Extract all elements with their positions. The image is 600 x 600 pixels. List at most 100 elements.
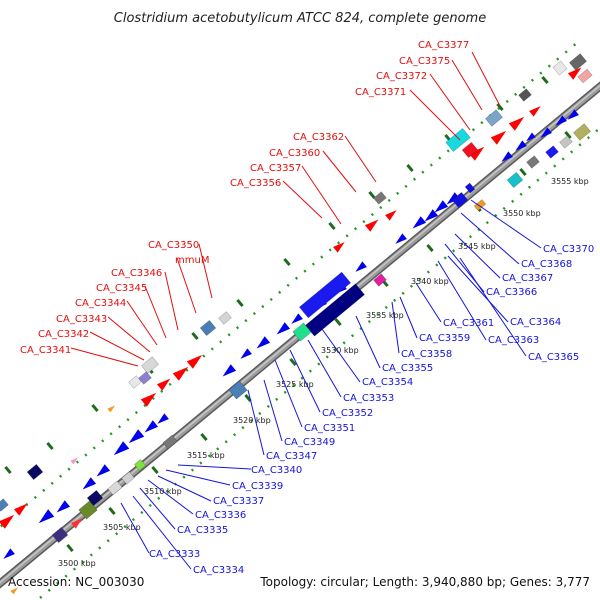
leader-line bbox=[70, 347, 139, 367]
reverse-gene-label: CA_C3351 bbox=[304, 423, 355, 434]
reverse-gene-label: CA_C3336 bbox=[195, 510, 246, 521]
forward-gene-box bbox=[128, 375, 142, 389]
reverse-gene-arrow bbox=[3, 548, 15, 559]
reverse-gene-box bbox=[121, 471, 135, 485]
forward-gene-label: CA_C3344 bbox=[75, 298, 126, 309]
forward-gene-box bbox=[577, 68, 593, 84]
reverse-gene-label: CA_C3368 bbox=[521, 259, 572, 270]
tick-mark bbox=[66, 543, 74, 553]
forward-gene-label: mmuM bbox=[175, 255, 209, 266]
reverse-gene-arrow bbox=[526, 132, 536, 142]
kbp-label: 3540 kbp bbox=[411, 277, 449, 286]
kbp-label: 3535 kbp bbox=[366, 311, 404, 320]
tick-mark bbox=[426, 243, 434, 253]
leader-line bbox=[289, 349, 321, 413]
reverse-gene-label: CA_C3361 bbox=[443, 318, 494, 329]
forward-gene-arrow bbox=[333, 242, 345, 253]
reverse-gene-arrow bbox=[222, 364, 237, 377]
forward-gene-arrow bbox=[385, 210, 397, 221]
leader-line bbox=[459, 257, 527, 357]
gene-labels: CA_C3377 CA_C3375 CA_C3372 CA_C3371 CA_C3362… bbox=[20, 40, 594, 576]
reverse-gene-label: CA_C3355 bbox=[382, 363, 433, 374]
forward-gene-arrow bbox=[13, 503, 28, 516]
leader-line bbox=[165, 469, 231, 486]
reverse-gene-label: CA_C3364 bbox=[510, 317, 561, 328]
reverse-gene-label: CA_C3354 bbox=[362, 377, 413, 388]
reverse-gene-box bbox=[292, 322, 312, 342]
forward-gene-label: CA_C3372 bbox=[376, 71, 427, 82]
reverse-gene-arrow bbox=[276, 322, 291, 335]
leader-line bbox=[139, 487, 176, 530]
reverse-gene-arrow bbox=[395, 233, 407, 244]
tick-mark bbox=[496, 102, 504, 112]
tick-mark bbox=[328, 221, 336, 231]
leader-line bbox=[263, 379, 283, 442]
reverse-gene-box bbox=[133, 458, 147, 472]
tick-mark bbox=[289, 357, 297, 367]
reverse-gene-box bbox=[373, 273, 387, 287]
forward-gene-arrow bbox=[529, 106, 541, 117]
forward-gene-arrow bbox=[156, 378, 171, 391]
forward-gene-label: CA_C3375 bbox=[399, 56, 450, 67]
forward-gene-label: CA_C3360 bbox=[269, 148, 320, 159]
reverse-gene-box bbox=[545, 145, 559, 159]
reverse-gene-label: CA_C3363 bbox=[488, 335, 539, 346]
forward-gene-label: CA_C3356 bbox=[230, 178, 281, 189]
forward-gene-label: CA_C3362 bbox=[293, 132, 344, 143]
forward-gene-label: CA_C3371 bbox=[355, 87, 406, 98]
reverse-gene-arrow bbox=[412, 216, 427, 229]
tick-mark bbox=[236, 298, 244, 308]
forward-gene-arrow bbox=[140, 392, 157, 407]
reverse-gene-box bbox=[78, 500, 98, 520]
kbp-label: 3550 kbp bbox=[503, 209, 541, 218]
track-dot-lines bbox=[0, 41, 600, 599]
reverse-gene-label: CA_C3333 bbox=[149, 549, 200, 560]
reverse-gene-arrow bbox=[515, 140, 527, 151]
reverse-gene-arrow bbox=[56, 500, 71, 513]
forward-gene-arrow bbox=[508, 116, 525, 131]
tick-mark bbox=[191, 331, 199, 341]
reverse-gene-label: CA_C3347 bbox=[266, 451, 317, 462]
reverse-gene-label: CA_C3340 bbox=[251, 465, 302, 476]
reverse-gene-arrow bbox=[567, 109, 579, 120]
kbp-label: 3500 kbp bbox=[58, 559, 96, 568]
forward-gene-arrow bbox=[490, 130, 507, 145]
reverse-gene-box bbox=[228, 380, 248, 400]
kbp-label: 3525 kbp bbox=[276, 380, 314, 389]
leader-line bbox=[301, 165, 342, 225]
leader-line bbox=[429, 73, 471, 131]
reverse-gene-arrow bbox=[291, 313, 303, 324]
reverse-gene-box bbox=[464, 182, 476, 194]
reverse-gene-label: CA_C3352 bbox=[322, 408, 373, 419]
kbp-label: 3555 kbp bbox=[551, 177, 589, 186]
leader-line bbox=[107, 316, 151, 353]
reverse-gene-label: CA_C3370 bbox=[543, 244, 594, 255]
leader-line bbox=[470, 199, 542, 249]
reverse-gene-arrow bbox=[82, 477, 97, 490]
tick-mark bbox=[334, 317, 342, 327]
gene-features bbox=[0, 53, 593, 595]
forward-gene-label: CA_C3341 bbox=[20, 345, 71, 356]
leader-line bbox=[247, 389, 265, 456]
forward-gene-arrow bbox=[71, 518, 83, 529]
forward-gene-box bbox=[484, 109, 504, 127]
forward-gene-box bbox=[138, 371, 152, 385]
leader-line bbox=[344, 135, 377, 183]
reverse-gene-box bbox=[51, 526, 69, 544]
reverse-gene-arrow bbox=[38, 509, 55, 524]
leader-line bbox=[399, 296, 418, 339]
reverse-gene-box bbox=[107, 480, 123, 496]
kbp-label: 3515 kbp bbox=[187, 451, 225, 460]
tick-mark bbox=[406, 163, 414, 173]
leader-line bbox=[307, 339, 342, 398]
leader-line bbox=[322, 150, 357, 193]
forward-gene-label: CA_C3342 bbox=[38, 329, 89, 340]
reverse-gene-box bbox=[572, 123, 592, 141]
tick-mark bbox=[4, 465, 12, 475]
dotted-track-line bbox=[39, 127, 600, 599]
reverse-gene-arrow bbox=[157, 413, 169, 424]
reverse-gene-arrow bbox=[355, 261, 367, 272]
reverse-gene-arrow bbox=[555, 115, 567, 126]
leader-line bbox=[437, 260, 487, 341]
